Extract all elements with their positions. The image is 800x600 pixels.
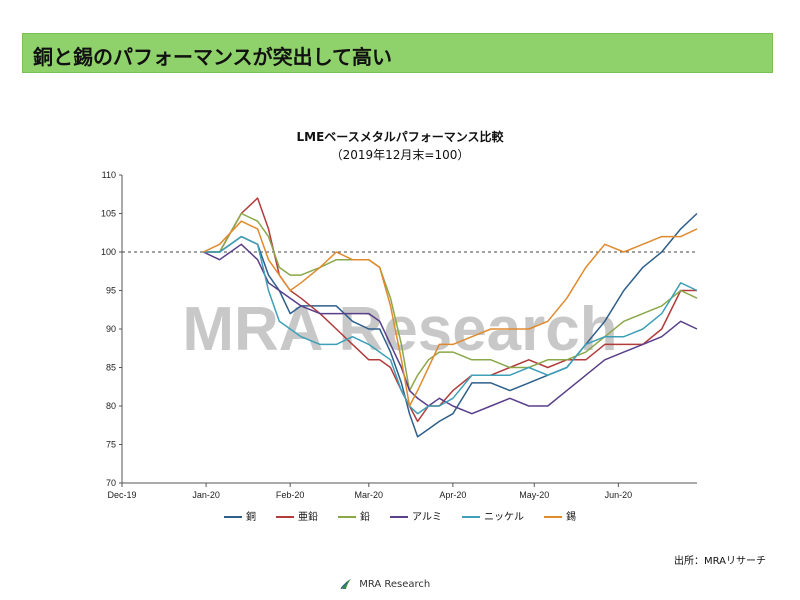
legend-swatch bbox=[276, 516, 295, 518]
legend-item: ニッケル bbox=[461, 508, 524, 523]
x-tick-label: Jun-20 bbox=[605, 490, 633, 500]
legend-label: ニッケル bbox=[483, 512, 524, 523]
series-line bbox=[203, 243, 698, 415]
legend-label: 亜鉛 bbox=[298, 512, 319, 523]
legend-item: 錫 bbox=[543, 508, 576, 523]
x-tick-label: Jan-20 bbox=[192, 490, 220, 500]
y-tick-label: 100 bbox=[101, 247, 116, 257]
page-title: 銅と錫のパフォーマンスが突出して高い bbox=[33, 45, 392, 69]
y-tick-label: 80 bbox=[106, 401, 116, 411]
chart-title: LMEベースメタルパフォーマンス比較 bbox=[296, 130, 504, 144]
mra-logo-icon bbox=[340, 579, 351, 590]
series-line bbox=[203, 235, 698, 415]
legend-swatch bbox=[224, 516, 243, 518]
source-label: 出所：MRAリサーチ bbox=[673, 556, 766, 567]
y-tick-label: 85 bbox=[106, 363, 116, 373]
x-tick-label: May-20 bbox=[519, 490, 549, 500]
x-tick-label: Dec-19 bbox=[107, 490, 136, 500]
legend-swatch bbox=[390, 516, 409, 518]
x-tick-label: Mar-20 bbox=[355, 490, 384, 500]
legend-label: 錫 bbox=[565, 512, 576, 523]
chart-subtitle: （2019年12月末=100） bbox=[330, 148, 470, 162]
legend-item: 亜鉛 bbox=[276, 508, 318, 523]
series-line bbox=[203, 212, 698, 392]
legend-item: 鉛 bbox=[338, 508, 370, 523]
chart-legend: 銅 亜鉛 鉛 アルミ ニッケル 錫 bbox=[0, 508, 800, 523]
logo-text: MRA Research bbox=[359, 579, 431, 590]
legend-item: アルミ bbox=[390, 508, 442, 523]
legend-swatch bbox=[543, 516, 562, 518]
legend-item: 銅 bbox=[224, 508, 256, 523]
x-tick-label: Apr-20 bbox=[439, 490, 466, 500]
y-tick-label: 90 bbox=[106, 324, 116, 334]
y-tick-label: 75 bbox=[106, 440, 116, 450]
legend-label: 銅 bbox=[246, 512, 257, 523]
y-tick-label: 95 bbox=[106, 286, 116, 296]
x-tick-label: Feb-20 bbox=[276, 490, 305, 500]
series-line bbox=[203, 212, 698, 438]
y-tick-label: 70 bbox=[106, 478, 116, 488]
legend-swatch bbox=[338, 516, 357, 518]
legend-label: 鉛 bbox=[360, 512, 371, 523]
y-tick-label: 110 bbox=[102, 170, 116, 180]
company-logo: MRA Research bbox=[340, 578, 430, 590]
series-line bbox=[203, 220, 698, 407]
title-banner: 銅と錫のパフォーマンスが突出して高い bbox=[22, 33, 773, 73]
legend-swatch bbox=[461, 516, 480, 518]
y-tick-label: 105 bbox=[101, 209, 116, 219]
legend-label: アルミ bbox=[412, 512, 442, 523]
